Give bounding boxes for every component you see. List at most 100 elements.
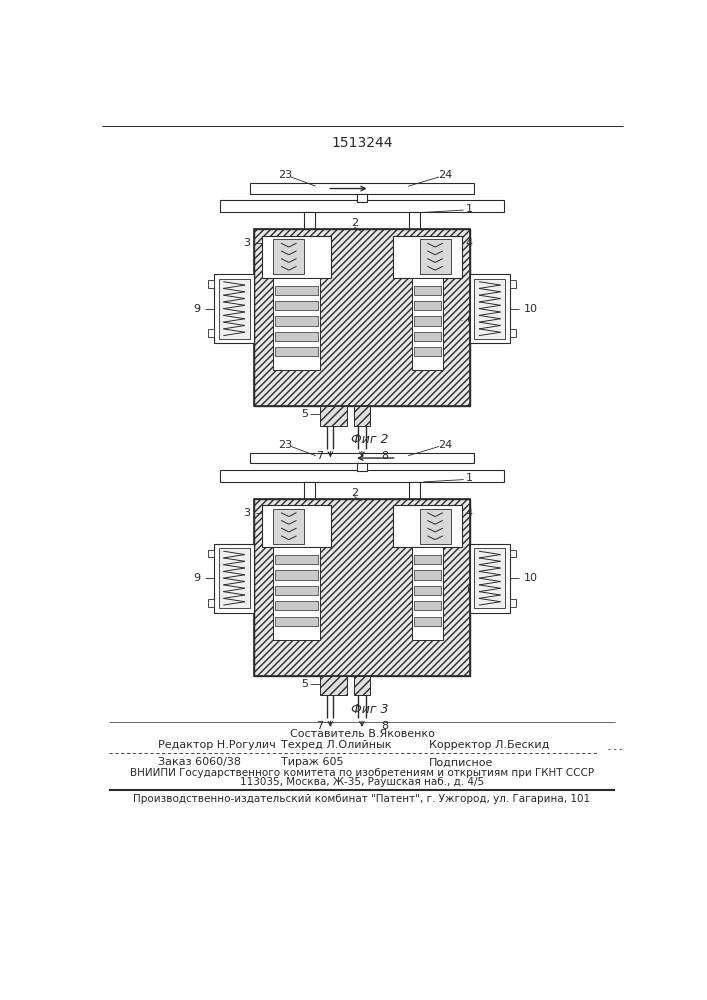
Bar (414, 286, 441, 295)
Text: 9: 9 (193, 304, 200, 314)
Bar (208, 599, 214, 607)
Text: 24: 24 (438, 440, 452, 450)
Text: 1513244: 1513244 (331, 136, 392, 150)
Text: Подписное: Подписное (429, 757, 493, 767)
Bar (208, 280, 214, 288)
Text: 5: 5 (300, 409, 308, 419)
Bar (304, 482, 315, 499)
Text: - - -: - - - (607, 745, 622, 754)
Bar (262, 505, 331, 547)
Text: Корректор Л.Бескид: Корректор Л.Бескид (429, 740, 549, 750)
Bar (218, 548, 250, 608)
Bar (412, 278, 443, 370)
Text: 8: 8 (382, 451, 389, 461)
Bar (409, 482, 420, 499)
Bar (274, 278, 320, 370)
Bar (393, 235, 462, 278)
Bar (474, 548, 506, 608)
Text: 7: 7 (316, 451, 323, 461)
Bar (412, 547, 443, 640)
Text: 9: 9 (193, 573, 200, 583)
Bar (218, 279, 250, 339)
Bar (275, 586, 318, 595)
Bar (474, 279, 506, 339)
Bar (510, 599, 516, 607)
Text: 3: 3 (243, 508, 250, 518)
Text: Фиг 2: Фиг 2 (351, 433, 388, 446)
Bar (414, 586, 441, 595)
Text: 24: 24 (438, 170, 452, 180)
Bar (214, 274, 254, 343)
Bar (275, 555, 318, 564)
Bar (510, 280, 516, 288)
Bar (414, 617, 441, 626)
Text: 2: 2 (351, 218, 358, 228)
Bar (219, 200, 504, 212)
Bar (356, 194, 368, 202)
Text: Тираж 605: Тираж 605 (281, 757, 344, 767)
Text: 113035, Москва, Ж-35, Раушская наб., д. 4/5: 113035, Москва, Ж-35, Раушская наб., д. … (240, 777, 484, 787)
Text: 1: 1 (466, 204, 473, 214)
Bar (510, 329, 516, 337)
Text: 2: 2 (351, 488, 358, 498)
Bar (469, 274, 510, 343)
Bar (414, 601, 441, 610)
Bar (320, 406, 346, 426)
Bar (275, 316, 318, 326)
Bar (304, 212, 315, 229)
Text: 7: 7 (316, 721, 323, 731)
Bar (254, 229, 469, 406)
Text: 1: 1 (466, 473, 473, 483)
Text: 10: 10 (524, 573, 537, 583)
Text: 23: 23 (278, 440, 292, 450)
Text: Техред Л.Олийнык: Техред Л.Олийнык (281, 740, 392, 750)
Bar (414, 555, 441, 564)
Text: Редактор Н.Рогулич: Редактор Н.Рогулич (158, 740, 276, 750)
Bar (275, 286, 318, 295)
Bar (414, 316, 441, 326)
Bar (219, 470, 504, 482)
Bar (393, 505, 462, 547)
Text: 6: 6 (466, 315, 473, 325)
Bar (420, 509, 450, 544)
Text: ВНИИПИ Государственного комитета по изобретениям и открытиям при ГКНТ СССР: ВНИИПИ Государственного комитета по изоб… (130, 768, 594, 778)
Bar (208, 329, 214, 337)
Text: 5: 5 (300, 679, 308, 689)
Bar (354, 676, 370, 695)
Text: 3: 3 (243, 238, 250, 248)
Bar (254, 499, 469, 676)
Bar (469, 544, 510, 613)
Bar (250, 183, 474, 194)
Bar (414, 570, 441, 580)
Text: 8: 8 (382, 721, 389, 731)
Bar (214, 544, 254, 613)
Bar (275, 601, 318, 610)
Bar (208, 550, 214, 557)
Bar (274, 547, 320, 640)
Bar (274, 509, 304, 544)
Bar (320, 676, 346, 695)
Text: 23: 23 (278, 170, 292, 180)
Bar (262, 235, 331, 278)
Text: 10: 10 (524, 304, 537, 314)
Bar (275, 301, 318, 310)
Bar (254, 229, 469, 406)
Bar (250, 453, 474, 463)
Bar (254, 499, 469, 676)
Bar (275, 347, 318, 356)
Bar (414, 301, 441, 310)
Bar (275, 332, 318, 341)
Bar (414, 332, 441, 341)
Text: 6: 6 (466, 585, 473, 595)
Bar (510, 550, 516, 557)
Text: Заказ 6060/38: Заказ 6060/38 (158, 757, 241, 767)
Bar (275, 617, 318, 626)
Bar (356, 463, 368, 471)
Bar (409, 212, 420, 229)
Bar (354, 406, 370, 426)
Text: 4: 4 (466, 508, 473, 518)
Bar (420, 239, 450, 274)
Text: Фиг 3: Фиг 3 (351, 703, 388, 716)
Bar (274, 239, 304, 274)
Bar (275, 570, 318, 580)
